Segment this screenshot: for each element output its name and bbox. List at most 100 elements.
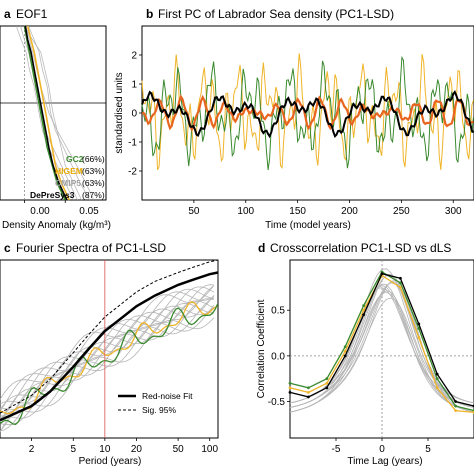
- panel-a-cmip5-line-4: [25, 25, 95, 201]
- panel-d-point-higem-0: [288, 386, 292, 390]
- panel-c-xtick-2: 2: [29, 444, 35, 455]
- panel-c-line-red-noise-fit: [0, 271, 219, 422]
- panel-d-point-depresys3-1: [307, 395, 310, 399]
- panel-d-cmip5-line-10: [289, 281, 474, 408]
- legend-cmip5-pct: (63%): [82, 178, 105, 188]
- panel-d-point-depresys3-4: [362, 313, 365, 317]
- panel-d-point-gc2-2: [325, 377, 329, 381]
- panel-c-xtick-5: 5: [71, 444, 77, 455]
- panel-d-ytick-2: 0.5: [271, 306, 285, 317]
- panel-d-xtick-1: 0: [379, 444, 385, 455]
- legend-higem-pct: (63%): [82, 166, 105, 176]
- panel-c-ticks: 2 5 10 20 50 100: [29, 438, 218, 455]
- panel-a-line-higem: [26, 25, 71, 201]
- panel-d-point-gc2-7: [417, 327, 421, 330]
- panel-c-cmip5-line-11: [0, 288, 214, 420]
- panel-b-lines: [141, 53, 474, 171]
- legend-higem-name: HIGEM: [55, 166, 83, 176]
- panel-a-xlabel: Density Anomaly (kg/m³): [2, 220, 111, 231]
- panel-a-xtick-1: 0.05: [79, 206, 99, 217]
- panel-d-xlabel: Time Lag (years): [347, 456, 422, 467]
- panel-c-xtick-10: 10: [99, 444, 111, 455]
- panel-d-lines: [288, 260, 474, 438]
- panel-a-xtick-0: 0.00: [30, 206, 50, 217]
- panel-c-xlabel: Period (years): [79, 456, 142, 467]
- panel-b-letter: b: [146, 7, 153, 21]
- panel-d-letter: d: [258, 241, 265, 255]
- panel-d-point-gc2-6: [399, 281, 402, 285]
- panel-c-title: Fourier Spectra of PC1-LSD: [16, 241, 166, 255]
- panel-d-point-higem-7: [417, 336, 421, 339]
- panel-b-xtick-250: 250: [393, 206, 410, 217]
- panel-b-title: First PC of Labrador Sea density (PC1-LS…: [158, 7, 394, 21]
- panel-d-xtick-0: -5: [332, 444, 341, 455]
- panel-a-lines: [0, 25, 106, 203]
- panel-c-cmip5-line-1: [0, 305, 215, 421]
- legend-cmip5-name: CMIP5: [55, 178, 81, 188]
- panel-d-point-higem-8: [435, 386, 439, 390]
- panel-b-line-gc2: [141, 55, 474, 170]
- panel-c-cmip5-line-5: [0, 302, 214, 432]
- panel-d-point-higem-4: [362, 308, 365, 312]
- panel-c-xtick-100: 100: [201, 444, 218, 455]
- panel-d-point-gc2-1: [307, 386, 310, 390]
- panel-d-ticks: -5 0 5 -0.5 0.0 0.5: [268, 306, 431, 455]
- panel-c-cmip5-line-8: [0, 285, 215, 405]
- panel-c-line-gc2: [0, 303, 219, 425]
- panel-b-ytick-0: -2: [128, 167, 137, 178]
- legend-sig95-label: Sig. 95%: [142, 405, 176, 415]
- panel-d-point-depresys3-5: [380, 272, 384, 276]
- panel-a-line-depresys3: [24, 25, 68, 201]
- panel-b-xtick-150: 150: [289, 206, 306, 217]
- panel-a-letter: a: [4, 7, 11, 21]
- panel-d-point-depresys3-0: [288, 390, 292, 394]
- panel-d: d Crosscorrelation PC1-LSD vs dLS -5 0 5 -0…: [256, 241, 474, 467]
- panel-d-title: Crosscorrelation PC1-LSD vs dLS: [270, 241, 451, 255]
- panel-b-ytick-2: 0: [131, 109, 137, 120]
- legend-depresys3-name: DePreSys3: [30, 190, 75, 200]
- panel-c-cmip5-line-12: [0, 291, 215, 412]
- panel-d-ytick-1: 0.0: [271, 351, 285, 362]
- legend-rednoise-label: Red-noise Fit: [142, 391, 193, 401]
- panel-c-cmip5-line-2: [0, 297, 215, 419]
- panel-d-point-gc2-8: [435, 377, 439, 381]
- panel-d-cmip5-line-11: [289, 279, 474, 413]
- panel-b-line-orange: [141, 94, 474, 132]
- panel-d-point-gc2-0: [288, 381, 292, 385]
- panel-d-point-depresys3-9: [454, 400, 457, 403]
- panel-c: c Fourier Spectra of PC1-LSD 2 5 10 20 50 100…: [0, 241, 219, 467]
- panel-c-line-sig-95-: [0, 259, 219, 414]
- panel-d-point-depresys3-7: [417, 322, 421, 326]
- panel-a-legend: GC2 (66%) HIGEM (63%) CMIP5 (63%) DePreS…: [30, 154, 105, 200]
- panel-a-cmip5-line-0: [24, 25, 82, 201]
- panel-d-ytick-0: -0.5: [268, 397, 286, 408]
- panel-c-cmip5-line-4: [0, 300, 215, 432]
- panel-d-ylabel: Correlation Coefficient: [256, 299, 267, 398]
- panel-b-ytick-1: -1: [128, 138, 137, 149]
- panel-b-ytick-3: 1: [131, 80, 137, 91]
- legend-gc2-pct: (66%): [82, 154, 105, 164]
- panel-b-xtick-200: 200: [341, 206, 358, 217]
- panel-b: b First PC of Labrador Sea density (PC1-…: [114, 7, 474, 231]
- panel-d-point-depresys3-3: [343, 354, 347, 358]
- panel-c-cmip5-line-10: [0, 286, 215, 417]
- panel-a-cmip5-line-3: [15, 25, 74, 201]
- panel-c-xtick-50: 50: [173, 444, 185, 455]
- panel-c-cmip5-line-13: [0, 285, 215, 400]
- panel-b-ticks: 50 100 150 200 250 300 -2 -1 0 1 2: [128, 51, 462, 218]
- panel-d-point-higem-6: [399, 285, 402, 289]
- panel-b-xlabel: Time (model years): [265, 220, 351, 231]
- panel-a-line-gc2: [23, 25, 66, 201]
- panel-d-point-higem-1: [307, 390, 310, 394]
- panel-c-line-higem: [0, 301, 218, 415]
- panel-d-point-gc2-9: [454, 404, 457, 408]
- panel-b-xtick-100: 100: [237, 206, 254, 217]
- panel-a-title: EOF1: [16, 7, 48, 21]
- legend-gc2-name: GC2: [66, 154, 84, 164]
- panel-d-point-higem-9: [454, 409, 457, 413]
- panel-b-ytick-4: 2: [131, 51, 137, 62]
- panel-a-cmip5-line-2: [28, 25, 91, 201]
- panel-d-point-gc2-4: [362, 304, 365, 308]
- panel-b-xtick-50: 50: [188, 206, 200, 217]
